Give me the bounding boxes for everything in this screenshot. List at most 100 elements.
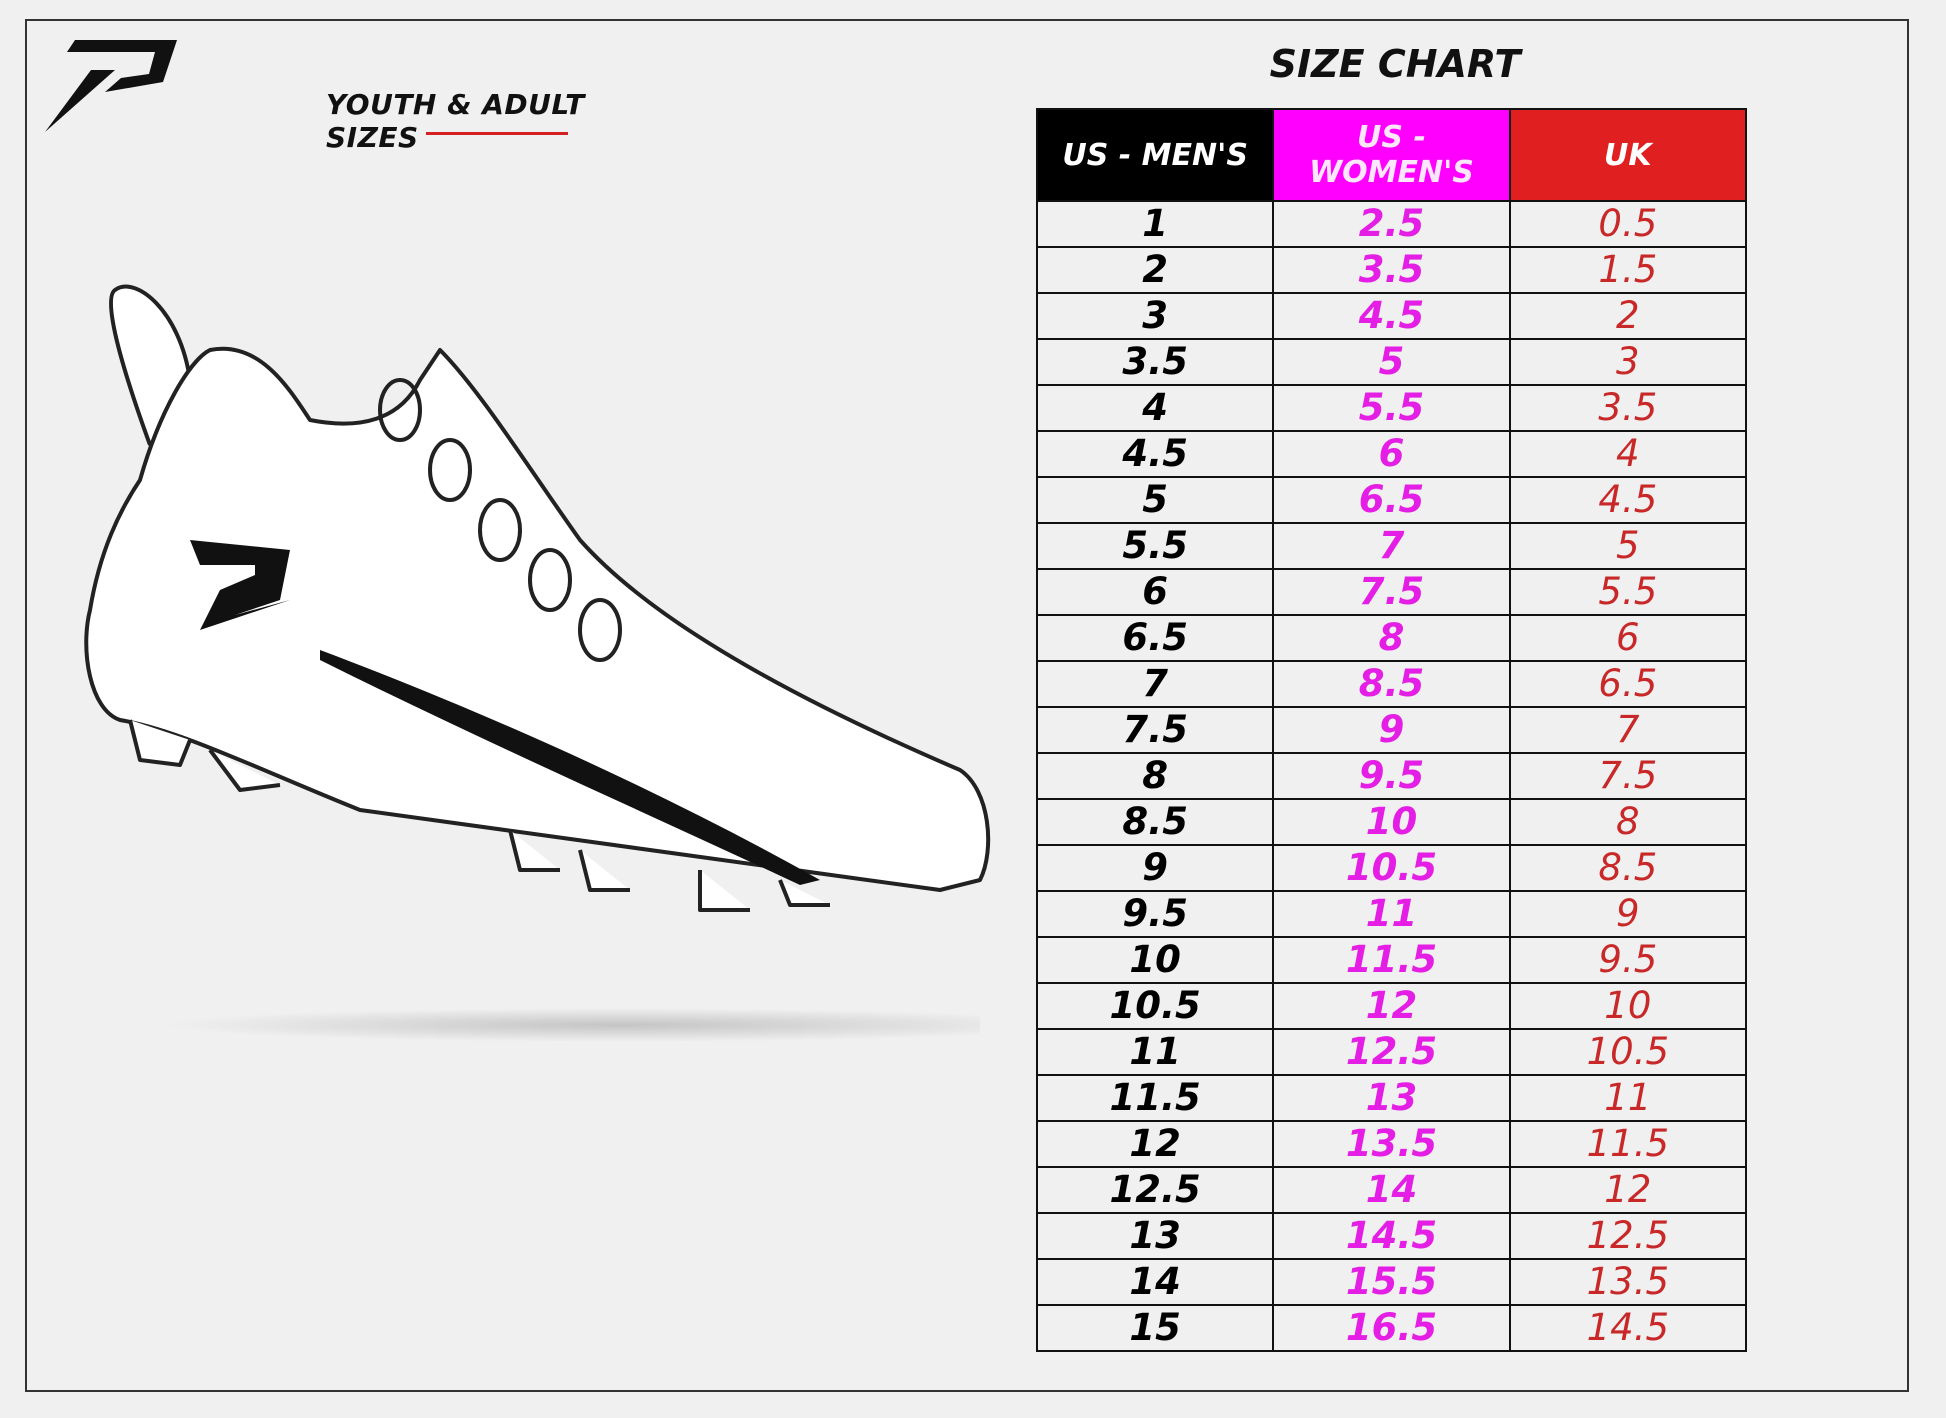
us-women-size: 10.5 [1272, 844, 1511, 892]
us-men-size: 8.5 [1035, 798, 1275, 846]
uk-size: 4 [1508, 430, 1748, 478]
table-row: 11 12.5 10.5 [1035, 1028, 1748, 1076]
us-women-size: 7.5 [1272, 568, 1511, 616]
us-women-size: 12.5 [1272, 1028, 1511, 1076]
us-women-size: 8.5 [1272, 660, 1511, 708]
table-row: 9 10.5 8.5 [1035, 844, 1748, 892]
us-men-size: 15 [1035, 1304, 1275, 1352]
us-women-size: 12 [1272, 982, 1511, 1030]
shoe-shadow [80, 1005, 980, 1045]
us-men-size: 2 [1035, 246, 1275, 294]
table-row: 4.5 6 4 [1035, 430, 1748, 478]
table-row: 13 14.5 12.5 [1035, 1212, 1748, 1260]
table-row: 7 8.5 6.5 [1035, 660, 1748, 708]
table-row: 10 11.5 9.5 [1035, 936, 1748, 984]
table-row: 10.5 12 10 [1035, 982, 1748, 1030]
subtitle-underline [426, 132, 568, 135]
uk-size: 10.5 [1508, 1028, 1748, 1076]
us-women-size: 3.5 [1272, 246, 1511, 294]
us-men-size: 3 [1035, 292, 1275, 340]
uk-size: 9 [1508, 890, 1748, 938]
us-women-size: 6.5 [1272, 476, 1511, 524]
us-men-size: 4 [1035, 384, 1275, 432]
uk-size: 14.5 [1508, 1304, 1748, 1352]
uk-size: 11.5 [1508, 1120, 1748, 1168]
us-women-size: 5 [1272, 338, 1511, 386]
uk-size: 13.5 [1508, 1258, 1748, 1306]
uk-size: 9.5 [1508, 936, 1748, 984]
us-men-size: 3.5 [1035, 338, 1275, 386]
us-men-size: 8 [1035, 752, 1275, 800]
uk-size: 8.5 [1508, 844, 1748, 892]
uk-size: 0.5 [1508, 200, 1748, 248]
table-row: 5.5 7 5 [1035, 522, 1748, 570]
cleat-illustration-icon [84, 284, 991, 912]
us-men-size: 7 [1035, 660, 1275, 708]
us-men-size: 5 [1035, 476, 1275, 524]
us-men-size: 11.5 [1035, 1074, 1275, 1122]
us-men-size: 11 [1035, 1028, 1275, 1076]
us-women-size: 9.5 [1272, 752, 1511, 800]
us-men-size: 9 [1035, 844, 1275, 892]
us-men-size: 12 [1035, 1120, 1275, 1168]
uk-size: 5 [1508, 522, 1748, 570]
page-frame [25, 19, 1909, 1392]
uk-size: 10 [1508, 982, 1748, 1030]
us-men-size: 1 [1035, 200, 1275, 248]
page-title: SIZE CHART [1269, 42, 1521, 86]
us-women-size: 14 [1272, 1166, 1511, 1214]
uk-size: 11 [1508, 1074, 1748, 1122]
table-row: 12.5 14 12 [1035, 1166, 1748, 1214]
column-header-uk: UK [1508, 108, 1748, 202]
us-women-size: 13.5 [1272, 1120, 1511, 1168]
table-row: 5 6.5 4.5 [1035, 476, 1748, 524]
uk-size: 5.5 [1508, 568, 1748, 616]
us-women-size: 8 [1272, 614, 1511, 662]
us-men-size: 4.5 [1035, 430, 1275, 478]
us-women-size: 14.5 [1272, 1212, 1511, 1260]
table-row: 4 5.5 3.5 [1035, 384, 1748, 432]
uk-size: 1.5 [1508, 246, 1748, 294]
table-row: 3.5 5 3 [1035, 338, 1748, 386]
table-row: 7.5 9 7 [1035, 706, 1748, 754]
table-row: 3 4.5 2 [1035, 292, 1748, 340]
uk-size: 3.5 [1508, 384, 1748, 432]
us-men-size: 12.5 [1035, 1166, 1275, 1214]
us-men-size: 6.5 [1035, 614, 1275, 662]
table-row: 6.5 8 6 [1035, 614, 1748, 662]
uk-size: 12 [1508, 1166, 1748, 1214]
table-row: 14 15.5 13.5 [1035, 1258, 1748, 1306]
uk-size: 7 [1508, 706, 1748, 754]
column-header-us-women: US - WOMEN'S [1272, 108, 1511, 202]
subtitle: YOUTH & ADULT SIZES [326, 88, 585, 154]
us-women-size: 5.5 [1272, 384, 1511, 432]
table-row: 2 3.5 1.5 [1035, 246, 1748, 294]
us-women-size: 9 [1272, 706, 1511, 754]
table-row: 15 16.5 14.5 [1035, 1304, 1748, 1352]
us-men-size: 14 [1035, 1258, 1275, 1306]
table-row: 6 7.5 5.5 [1035, 568, 1748, 616]
us-women-size: 11.5 [1272, 936, 1511, 984]
column-header-us-men: US - MEN'S [1035, 108, 1275, 202]
table-row: 9.5 11 9 [1035, 890, 1748, 938]
table-row: 12 13.5 11.5 [1035, 1120, 1748, 1168]
table-row: 11.5 13 11 [1035, 1074, 1748, 1122]
uk-size: 6 [1508, 614, 1748, 662]
us-women-size: 4.5 [1272, 292, 1511, 340]
table-row: 8.5 10 8 [1035, 798, 1748, 846]
uk-size: 6.5 [1508, 660, 1748, 708]
uk-size: 12.5 [1508, 1212, 1748, 1260]
us-men-size: 10.5 [1035, 982, 1275, 1030]
size-chart-table: US - MEN'S US - WOMEN'S UK 1 2.5 0.5 2 3.5 1.… [1035, 108, 1748, 1352]
uk-size: 2 [1508, 292, 1748, 340]
us-women-size: 11 [1272, 890, 1511, 938]
us-women-size: 7 [1272, 522, 1511, 570]
us-men-size: 5.5 [1035, 522, 1275, 570]
us-women-size: 15.5 [1272, 1258, 1511, 1306]
us-women-size: 16.5 [1272, 1304, 1511, 1352]
uk-size: 4.5 [1508, 476, 1748, 524]
us-men-size: 7.5 [1035, 706, 1275, 754]
table-row: 1 2.5 0.5 [1035, 200, 1748, 248]
us-men-size: 10 [1035, 936, 1275, 984]
table-header-row: US - MEN'S US - WOMEN'S UK [1035, 108, 1748, 202]
